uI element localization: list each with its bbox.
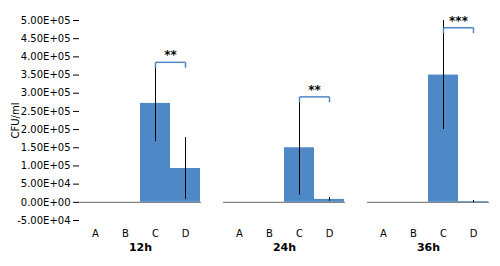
svg-text:D: D [326, 228, 334, 239]
svg-text:C: C [152, 228, 159, 239]
svg-text:**: ** [164, 48, 177, 62]
svg-text:D: D [470, 228, 478, 239]
svg-text:A: A [236, 228, 243, 239]
svg-text:B: B [410, 228, 417, 239]
svg-text:3.50E+05: 3.50E+05 [21, 69, 71, 80]
svg-text:12h: 12h [129, 241, 152, 254]
svg-text:5.00E+04: 5.00E+04 [21, 178, 71, 189]
svg-text:3.00E+05: 3.00E+05 [21, 87, 71, 98]
svg-text:A: A [92, 228, 99, 239]
svg-text:-5.00E+04: -5.00E+04 [17, 215, 70, 226]
svg-text:**: ** [308, 83, 321, 97]
svg-text:CFU/ml: CFU/ml [10, 103, 21, 139]
svg-text:2.50E+05: 2.50E+05 [21, 106, 71, 117]
svg-text:0.00E+00: 0.00E+00 [21, 197, 71, 208]
svg-text:B: B [122, 228, 129, 239]
svg-text:1.50E+05: 1.50E+05 [21, 142, 71, 153]
svg-text:D: D [182, 228, 190, 239]
svg-text:C: C [440, 228, 447, 239]
svg-text:1.00E+05: 1.00E+05 [21, 160, 71, 171]
svg-text:A: A [380, 228, 387, 239]
svg-text:2.00E+05: 2.00E+05 [21, 124, 71, 135]
svg-text:4.50E+05: 4.50E+05 [21, 33, 71, 44]
svg-text:5.00E+05: 5.00E+05 [21, 15, 71, 26]
svg-text:C: C [296, 228, 303, 239]
svg-text:24h: 24h [273, 241, 296, 254]
svg-text:***: *** [449, 14, 469, 28]
svg-text:4.00E+05: 4.00E+05 [21, 51, 71, 62]
svg-text:36h: 36h [417, 241, 440, 254]
svg-text:B: B [266, 228, 273, 239]
